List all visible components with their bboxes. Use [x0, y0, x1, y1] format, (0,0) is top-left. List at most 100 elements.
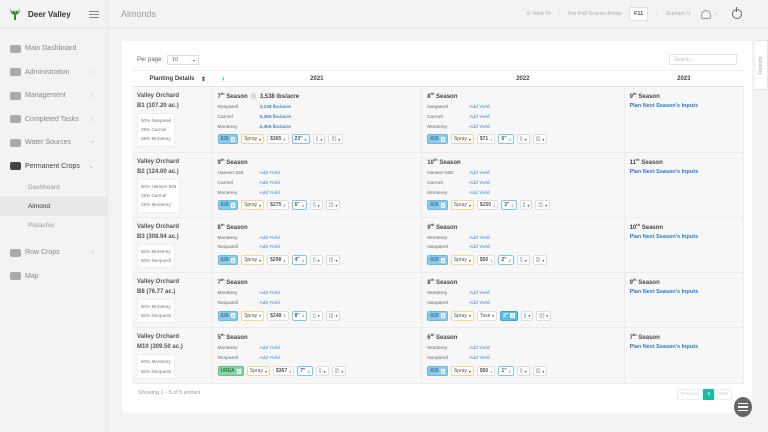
- column-header-planting-details[interactable]: Planting Details ⇕: [132, 70, 212, 87]
- add-yield-link[interactable]: Add Yield: [469, 291, 490, 297]
- map-dropdown[interactable]: ◫ ▾: [325, 200, 341, 211]
- add-yield-link[interactable]: Add Yield: [259, 180, 280, 186]
- document-dropdown[interactable]: ▯ ▾: [312, 134, 326, 145]
- user-name[interactable]: Guntars V.: [665, 11, 692, 17]
- spray-dropdown[interactable]: Spray ▾: [450, 200, 474, 211]
- map-dropdown[interactable]: ◫ ▾: [532, 366, 548, 377]
- irrigation-chip[interactable]: 2" 2: [498, 255, 514, 266]
- floating-menu-button[interactable]: [734, 397, 752, 417]
- add-yield-link[interactable]: Add Yield: [469, 346, 490, 352]
- how-to-link[interactable]: How To: [532, 11, 551, 17]
- add-yield-link[interactable]: Add Yield: [259, 346, 280, 352]
- sidebar-item-row-crops[interactable]: Row Crops ‹: [0, 241, 107, 265]
- cost-chip[interactable]: $275 4: [267, 200, 289, 211]
- cost-chip[interactable]: $71 1: [476, 134, 496, 145]
- cost-chip[interactable]: $150 1: [476, 200, 499, 211]
- cost-chip[interactable]: $50 1: [476, 366, 496, 377]
- sidebar-item-main-dashboard[interactable]: Main Dashboard: [0, 37, 107, 61]
- plan-next-season-link[interactable]: Plan Next Season's Inputs: [629, 169, 699, 175]
- spray-dropdown[interactable]: Spray ▾: [241, 134, 265, 145]
- spray-dropdown[interactable]: Spray ▾: [450, 310, 474, 321]
- block-name[interactable]: B1 (107.20 ac.): [137, 103, 179, 109]
- spray-dropdown[interactable]: Spray ▾: [246, 366, 270, 377]
- fertilizer-chip[interactable]: 828 3: [427, 134, 448, 145]
- fertilizer-chip[interactable]: 828 2: [217, 255, 239, 266]
- sidebar-item-administration[interactable]: Administration ‹: [0, 61, 107, 85]
- plan-next-season-link[interactable]: Plan Next Season's Inputs: [629, 289, 699, 296]
- fertilizer-chip[interactable]: 828 3: [427, 200, 448, 211]
- cost-chip[interactable]: $367 5: [272, 366, 295, 377]
- fertilizer-chip[interactable]: 828 3: [217, 134, 239, 145]
- map-dropdown[interactable]: ◫ ▾: [532, 255, 548, 266]
- fertilizer-chip[interactable]: 828 2: [217, 200, 239, 211]
- spray-dropdown[interactable]: Spray ▾: [450, 366, 474, 377]
- spray-dropdown[interactable]: Spray ▾: [241, 255, 265, 266]
- document-dropdown[interactable]: ▯ ▾: [315, 366, 329, 377]
- fertilizer-chip[interactable]: 828 4: [427, 255, 448, 266]
- task-dropdown[interactable]: Task ▾: [476, 310, 498, 321]
- add-yield-link[interactable]: Add Yield: [259, 235, 280, 241]
- block-name[interactable]: B3 (308.94 ac.): [137, 233, 179, 240]
- spray-dropdown[interactable]: Spray ▾: [450, 134, 474, 145]
- add-yield-link[interactable]: Add Yield: [469, 356, 490, 362]
- add-yield-link[interactable]: Add Yield: [259, 300, 280, 306]
- sidebar-subitem-pistachio[interactable]: Pistachio: [28, 222, 55, 229]
- per-page-select[interactable]: 10 ▾: [167, 55, 200, 65]
- fertilizer-chip[interactable]: UREA 2: [217, 366, 244, 377]
- document-dropdown[interactable]: ▯ ▾: [309, 310, 323, 321]
- add-yield-link[interactable]: Add Yield: [469, 245, 490, 251]
- cost-chip[interactable]: $298 4: [267, 255, 289, 266]
- previous-page-button[interactable]: Previous: [676, 389, 704, 400]
- cost-chip[interactable]: $248 3: [267, 310, 289, 321]
- add-yield-link[interactable]: Add Yield: [259, 356, 280, 362]
- variety-yield-value[interactable]: 3,238 lbs/acre: [259, 105, 291, 110]
- irrigation-chip[interactable]: 6" 2: [498, 134, 514, 145]
- document-dropdown[interactable]: ▯ ▾: [519, 200, 533, 211]
- document-dropdown[interactable]: ▯ ▾: [309, 200, 323, 211]
- block-name[interactable]: B2 (124.00 ac.): [137, 169, 179, 175]
- add-yield-link[interactable]: Add Yield: [469, 190, 490, 196]
- irrigation-chip[interactable]: 6" 4: [291, 200, 307, 211]
- add-yield-link[interactable]: Add Yield: [469, 171, 490, 176]
- irrigation-chip[interactable]: 4" 4: [291, 255, 307, 266]
- page-1-button[interactable]: 1: [703, 389, 715, 400]
- add-yield-link[interactable]: Add Yield: [469, 124, 490, 130]
- chevron-down-icon[interactable]: ⌄: [713, 11, 718, 17]
- fertilizer-chip[interactable]: 828 2: [217, 310, 239, 321]
- next-page-button[interactable]: Next: [714, 389, 732, 400]
- sidebar-item-management[interactable]: Management ‹: [0, 84, 107, 108]
- add-yield-link[interactable]: Add Yield: [469, 114, 490, 120]
- irrigation-chip[interactable]: 8" 3: [291, 310, 307, 321]
- document-dropdown[interactable]: ▯ ▾: [516, 134, 530, 145]
- sidebar-subitem-almond[interactable]: Almond: [0, 197, 107, 216]
- map-dropdown[interactable]: ◫ ▾: [325, 310, 341, 321]
- fertilizer-chip[interactable]: 828 2: [427, 310, 448, 321]
- irrigation-chip[interactable]: 3" 2: [501, 200, 517, 211]
- irrigation-chip[interactable]: 23" 6: [291, 134, 310, 145]
- block-name[interactable]: M10 (309.50 ac.): [137, 344, 183, 351]
- add-yield-link[interactable]: Add Yield: [469, 235, 490, 241]
- previous-year-chevron-icon[interactable]: ‹: [222, 74, 225, 83]
- map-dropdown[interactable]: ◫ ▾: [532, 134, 548, 145]
- cost-chip[interactable]: $365 6: [267, 134, 289, 145]
- sidebar-item-map[interactable]: Map: [0, 265, 107, 289]
- plan-next-season-link[interactable]: Plan Next Season's Inputs: [629, 233, 699, 240]
- search-input[interactable]: Search...: [669, 54, 737, 65]
- add-yield-link[interactable]: Add Yield: [259, 190, 280, 196]
- irrigation-chip[interactable]: 2" 2: [500, 310, 518, 321]
- sidebar-subitem-dashboard[interactable]: Dashboard: [28, 184, 60, 191]
- irrigation-chip[interactable]: 7" 5: [297, 366, 313, 377]
- map-dropdown[interactable]: ◫ ▾: [328, 134, 344, 145]
- add-yield-link[interactable]: Add Yield: [469, 105, 490, 110]
- add-yield-link[interactable]: Add Yield: [259, 171, 280, 176]
- add-yield-link[interactable]: Add Yield: [259, 291, 280, 297]
- user-settings-icon[interactable]: [701, 9, 712, 19]
- spray-dropdown[interactable]: Spray ▾: [241, 200, 265, 211]
- spray-dropdown[interactable]: Spray ▾: [241, 310, 265, 321]
- fertilizer-chip[interactable]: 828 2: [427, 366, 448, 377]
- add-yield-link[interactable]: Add Yield: [469, 300, 490, 306]
- document-dropdown[interactable]: ▯ ▾: [309, 255, 323, 266]
- reports-tab[interactable]: Reports: [755, 40, 768, 90]
- cost-chip[interactable]: $50 1: [476, 255, 496, 266]
- irrigation-chip[interactable]: 1" 1: [498, 366, 514, 377]
